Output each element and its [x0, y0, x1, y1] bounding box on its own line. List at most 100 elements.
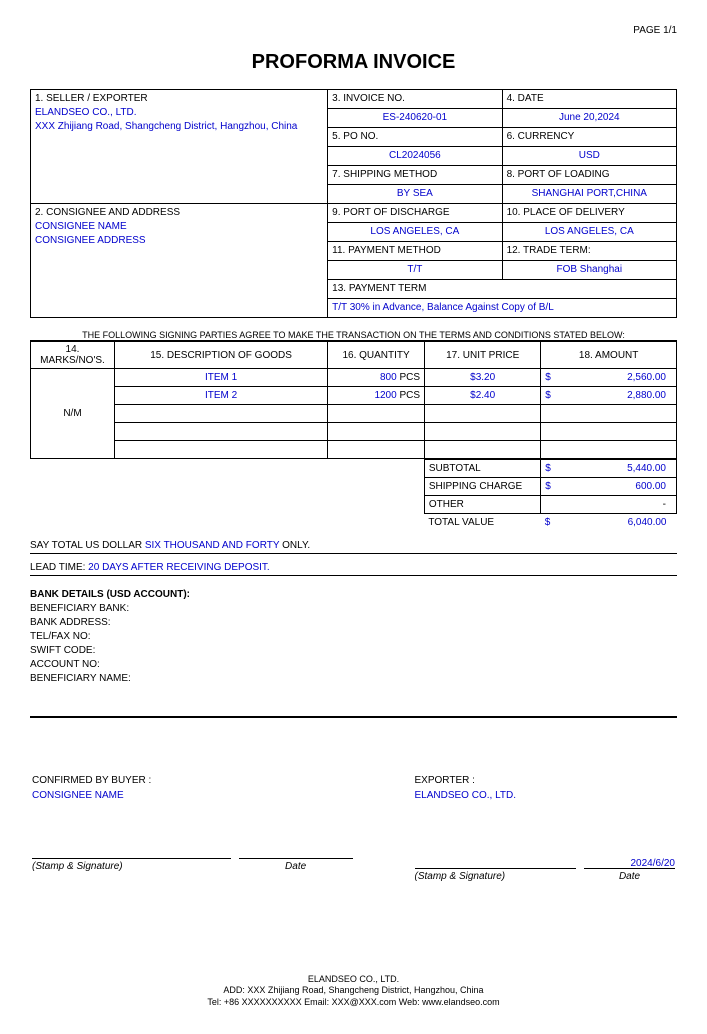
- port-discharge-label: 9. PORT OF DISCHARGE: [328, 204, 502, 223]
- amount-val: 2,880.00: [627, 390, 666, 401]
- page-number: PAGE 1/1: [30, 25, 677, 36]
- col-unit-price: 17. UNIT PRICE: [425, 342, 541, 369]
- bank-line: BENEFICIARY NAME:: [30, 672, 677, 686]
- subtotal-label: SUBTOTAL: [424, 460, 540, 478]
- exporter-name: ELANDSEO CO., LTD.: [415, 790, 676, 801]
- exporter-label: EXPORTER :: [415, 775, 676, 786]
- buyer-confirm-label: CONFIRMED BY BUYER :: [32, 775, 353, 786]
- total-label: TOTAL VALUE: [424, 514, 540, 532]
- dollar-sign: $: [545, 481, 551, 492]
- place-delivery-value: LOS ANGELES, CA: [502, 223, 676, 242]
- empty-cell: [328, 441, 425, 459]
- footer-address: ADD: XXX Zhijiang Road, Shangcheng Distr…: [30, 985, 677, 997]
- empty-cell: [328, 405, 425, 423]
- bank-title: BANK DETAILS (USD ACCOUNT):: [30, 588, 677, 602]
- totals-table: SUBTOTAL $5,440.00 SHIPPING CHARGE $600.…: [30, 459, 677, 532]
- date-label: 4. DATE: [502, 90, 676, 109]
- bank-line: SWIFT CODE:: [30, 644, 677, 658]
- invoice-no-value: ES-240620-01: [328, 109, 502, 128]
- signature-block: CONFIRMED BY BUYER : CONSIGNEE NAME EXPO…: [30, 773, 677, 884]
- empty-cell: [114, 405, 327, 423]
- qty-unit: PCS: [399, 390, 420, 401]
- footer-company: ELANDSEO CO., LTD.: [30, 974, 677, 986]
- seller-label: 1. SELLER / EXPORTER: [35, 92, 323, 106]
- trade-term-label: 12. TRADE TERM:: [502, 242, 676, 261]
- seller-address: XXX Zhijiang Road, Shangcheng District, …: [35, 120, 323, 134]
- consignee-label: 2. CONSIGNEE AND ADDRESS: [35, 206, 323, 220]
- payment-method-label: 11. PAYMENT METHOD: [328, 242, 502, 261]
- buyer-name: CONSIGNEE NAME: [32, 790, 353, 801]
- say-total-line: SAY TOTAL US DOLLAR SIX THOUSAND AND FOR…: [30, 532, 677, 554]
- items-table: 14. MARKS/NO'S. 15. DESCRIPTION OF GOODS…: [30, 341, 677, 459]
- port-loading-label: 8. PORT OF LOADING: [502, 166, 676, 185]
- place-delivery-label: 10. PLACE OF DELIVERY: [502, 204, 676, 223]
- trade-term-value: FOB Shanghai: [502, 261, 676, 280]
- dollar-sign: $: [545, 463, 551, 474]
- exporter-stamp-label: (Stamp & Signature): [415, 868, 577, 882]
- lead-prefix: LEAD TIME:: [30, 562, 88, 573]
- say-suffix: ONLY.: [279, 540, 310, 551]
- bank-line: BENEFICIARY BANK:: [30, 602, 677, 616]
- po-no-label: 5. PO NO.: [328, 128, 502, 147]
- bank-details: BANK DETAILS (USD ACCOUNT): BENEFICIARY …: [30, 588, 677, 718]
- document-title: PROFORMA INVOICE: [30, 51, 677, 74]
- empty-cell: [541, 423, 677, 441]
- col-qty: 16. QUANTITY: [328, 342, 425, 369]
- agreement-line: THE FOLLOWING SIGNING PARTIES AGREE TO M…: [30, 330, 677, 341]
- amount-val: 2,560.00: [627, 372, 666, 383]
- col-desc: 15. DESCRIPTION OF GOODS: [114, 342, 327, 369]
- item-price: $3.20: [425, 369, 541, 387]
- col-amount: 18. AMOUNT: [541, 342, 677, 369]
- consignee-address: CONSIGNEE ADDRESS: [35, 234, 323, 248]
- other-label: OTHER: [424, 496, 540, 514]
- empty-cell: [541, 441, 677, 459]
- date-value: June 20,2024: [502, 109, 676, 128]
- bank-line: BANK ADDRESS:: [30, 616, 677, 630]
- po-no-value: CL2024056: [328, 147, 502, 166]
- lead-time-line: LEAD TIME: 20 DAYS AFTER RECEIVING DEPOS…: [30, 554, 677, 576]
- item-price: $2.40: [425, 387, 541, 405]
- currency-label: 6. CURRENCY: [502, 128, 676, 147]
- qty-num: 800: [380, 372, 397, 383]
- col-marks: 14. MARKS/NO'S.: [31, 342, 115, 369]
- empty-cell: [114, 441, 327, 459]
- seller-name: ELANDSEO CO., LTD.: [35, 106, 323, 120]
- item-qty: 800 PCS: [328, 369, 425, 387]
- invoice-no-label: 3. INVOICE NO.: [328, 90, 502, 109]
- buyer-stamp-label: (Stamp & Signature): [32, 858, 231, 872]
- buyer-date-label: Date: [239, 858, 353, 872]
- shipping-label: SHIPPING CHARGE: [424, 478, 540, 496]
- shipping-value: $600.00: [541, 478, 677, 496]
- lead-value: 20 DAYS AFTER RECEIVING DEPOSIT.: [88, 562, 270, 573]
- ship-method-value: BY SEA: [328, 185, 502, 204]
- item-desc: ITEM 1: [114, 369, 327, 387]
- header-info-table: 1. SELLER / EXPORTER ELANDSEO CO., LTD. …: [30, 89, 677, 318]
- port-discharge-value: LOS ANGELES, CA: [328, 223, 502, 242]
- item-qty: 1200 PCS: [328, 387, 425, 405]
- payment-term-value: T/T 30% in Advance, Balance Against Copy…: [328, 299, 677, 318]
- dollar-sign: $: [545, 517, 551, 528]
- total-value: $6,040.00: [541, 514, 677, 532]
- currency-value: USD: [502, 147, 676, 166]
- bank-line: ACCOUNT NO:: [30, 658, 677, 672]
- empty-cell: [425, 423, 541, 441]
- qty-unit: PCS: [399, 372, 420, 383]
- say-words: SIX THOUSAND AND FORTY: [145, 540, 279, 551]
- item-amount: $2,880.00: [541, 387, 677, 405]
- empty-cell: [114, 423, 327, 441]
- marks-value: N/M: [31, 369, 115, 459]
- qty-num: 1200: [374, 390, 396, 401]
- port-loading-value: SHANGHAI PORT,CHINA: [502, 185, 676, 204]
- empty-cell: [425, 441, 541, 459]
- subtotal-num: 5,440.00: [627, 463, 666, 474]
- payment-term-label: 13. PAYMENT TERM: [328, 280, 677, 299]
- item-desc: ITEM 2: [114, 387, 327, 405]
- dollar-sign: $: [545, 390, 551, 401]
- consignee-name: CONSIGNEE NAME: [35, 220, 323, 234]
- ship-method-label: 7. SHIPPING METHOD: [328, 166, 502, 185]
- shipping-num: 600.00: [635, 481, 666, 492]
- exporter-date-label: Date: [584, 868, 675, 882]
- bank-line: TEL/FAX NO:: [30, 630, 677, 644]
- footer-contact: Tel: +86 XXXXXXXXXX Email: XXX@XXX.com W…: [30, 997, 677, 1009]
- item-amount: $2,560.00: [541, 369, 677, 387]
